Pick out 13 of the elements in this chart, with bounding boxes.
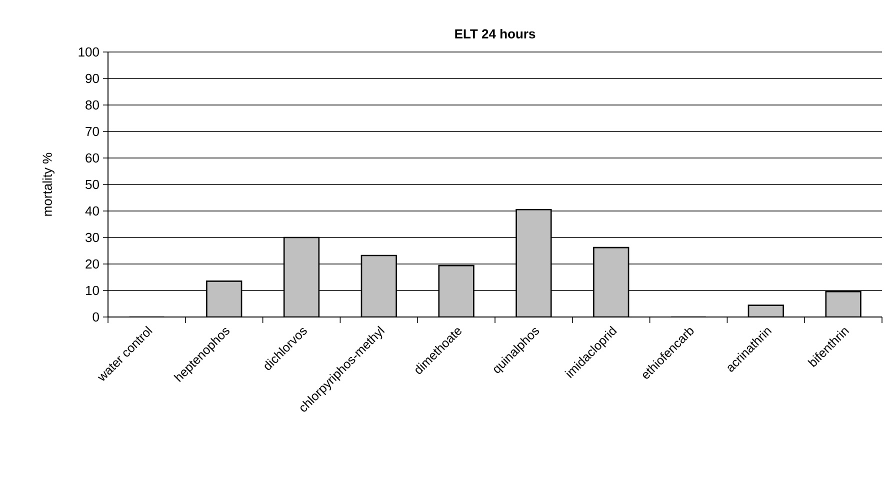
chart-title: ELT 24 hours <box>455 28 536 38</box>
y-tick-label: 20 <box>86 259 99 269</box>
y-tick-label: 70 <box>86 126 99 136</box>
y-tick-label: 40 <box>85 206 99 216</box>
y-tick-label: 0 <box>92 312 99 322</box>
y-tick-label: 10 <box>86 286 99 296</box>
y-tick-label: 50 <box>86 180 99 190</box>
y-tick-label: 100 <box>78 47 99 57</box>
y-axis-title: mortality % <box>42 152 54 216</box>
y-tick-label: 30 <box>86 232 99 242</box>
y-tick-label: 60 <box>86 153 99 163</box>
y-tick-label: 80 <box>86 100 99 110</box>
y-tick-label: 90 <box>86 74 99 84</box>
